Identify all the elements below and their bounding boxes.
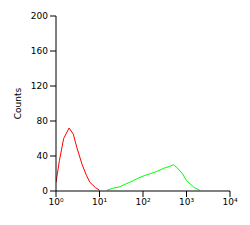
svg-text:120: 120	[31, 81, 48, 91]
svg-text:0: 0	[42, 186, 48, 196]
svg-text:10¹: 10¹	[92, 197, 107, 207]
svg-text:10³: 10³	[179, 197, 194, 207]
svg-text:10⁰: 10⁰	[48, 197, 63, 207]
svg-text:Counts: Counts	[13, 87, 23, 119]
svg-text:160: 160	[31, 46, 48, 56]
svg-text:200: 200	[31, 11, 48, 21]
svg-text:80: 80	[37, 116, 49, 126]
svg-text:10⁴: 10⁴	[222, 197, 237, 207]
svg-text:40: 40	[37, 151, 49, 161]
svg-text:10²: 10²	[135, 197, 150, 207]
